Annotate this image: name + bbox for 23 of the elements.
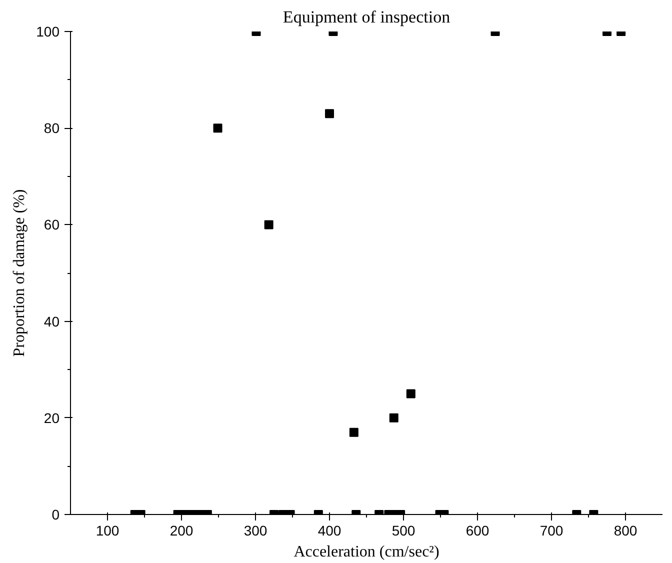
x-tick-label: 700 [540, 522, 564, 538]
x-tick-label: 800 [614, 522, 638, 538]
x-tick-label: 100 [96, 522, 120, 538]
point [406, 389, 416, 398]
y-tick-label: 100 [36, 24, 60, 40]
point [325, 109, 334, 118]
x-tick-label: 600 [466, 522, 490, 538]
x-tick-label: 300 [244, 522, 268, 538]
y-tick-label: 60 [44, 216, 60, 233]
y-tick-label: 80 [44, 120, 60, 136]
y-tick-label: 0 [52, 506, 60, 522]
chart-title: Equipment of inspection [282, 8, 451, 26]
x-axis-title: Acceleration (cm/sec²) [294, 544, 440, 560]
x-tick-label: 400 [318, 522, 342, 538]
y-tick-label: 20 [44, 410, 60, 426]
point [213, 124, 222, 133]
point [264, 220, 274, 230]
x-tick-label: 200 [170, 522, 194, 538]
x-tick-label: 500 [392, 522, 416, 538]
y-axis-title: Proportion of damage (%) [11, 189, 28, 357]
point [389, 413, 398, 422]
y-tick-label: 40 [44, 313, 60, 330]
point [349, 428, 358, 437]
